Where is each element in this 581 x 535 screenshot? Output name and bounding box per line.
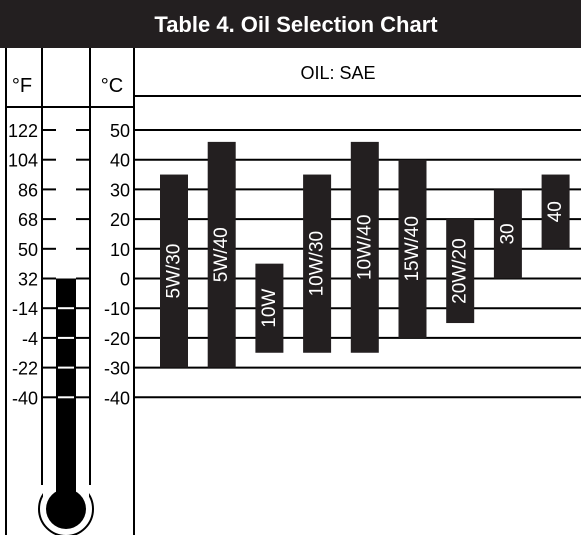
oil-bar xyxy=(493,189,522,279)
oil-bar-label: 5W/40 xyxy=(211,227,232,282)
fahrenheit-tick-label: -22 xyxy=(12,359,38,379)
thermometer xyxy=(38,48,94,535)
oil-bar-label: 40 xyxy=(545,201,566,222)
fahrenheit-tick-label: -4 xyxy=(22,329,38,349)
celsius-tick-label: 30 xyxy=(110,180,130,200)
fahrenheit-tick-label: 104 xyxy=(8,151,38,171)
oil-bar xyxy=(207,141,236,368)
fahrenheit-tick-label: -40 xyxy=(12,388,38,408)
oil-bars: 5W/30 5W/40 10W 10W/30 10W/40 15W/40 20W/20 30 4… xyxy=(160,141,570,368)
celsius-tick-label: 10 xyxy=(110,240,130,260)
celsius-tick-label: -30 xyxy=(104,359,130,379)
fahrenheit-unit-label: °F xyxy=(12,75,32,97)
fahrenheit-tick-label: 32 xyxy=(18,270,38,290)
celsius-tick-labels: 50 40 30 20 10 0 -10 -20 -30 -40 xyxy=(104,121,130,408)
oil-bar xyxy=(303,174,332,353)
celsius-tick-label: -40 xyxy=(104,388,130,408)
fahrenheit-tick-label: 50 xyxy=(18,240,38,260)
oil-sae-header: OIL: SAE xyxy=(300,63,375,83)
fahrenheit-tick-label: 68 xyxy=(18,210,38,230)
fahrenheit-tick-labels: 122 104 86 68 50 32 -14 -4 -22 -40 xyxy=(8,121,38,408)
fahrenheit-tick-label: -14 xyxy=(12,299,38,319)
oil-bar-label: 10W/40 xyxy=(354,215,375,280)
oil-bar xyxy=(160,174,188,368)
celsius-tick-label: 20 xyxy=(110,210,130,230)
celsius-tick-label: 0 xyxy=(120,270,130,290)
oil-bar xyxy=(446,219,475,324)
celsius-tick-label: -20 xyxy=(104,329,130,349)
oil-bar-label: 20W/20 xyxy=(450,238,471,303)
oil-bar xyxy=(350,141,379,353)
celsius-tick-label: 40 xyxy=(110,151,130,171)
celsius-tick-label: -10 xyxy=(104,299,130,319)
oil-bar-label: 5W/30 xyxy=(164,244,185,299)
title-bar xyxy=(0,0,581,48)
oil-bar xyxy=(398,159,427,338)
oil-bar xyxy=(541,174,570,249)
oil-bar xyxy=(255,263,284,353)
oil-bar-label: 30 xyxy=(497,223,518,244)
thermometer-mercury xyxy=(56,278,76,509)
fahrenheit-tick-label: 122 xyxy=(8,121,38,141)
fahrenheit-tick-label: 86 xyxy=(18,180,38,200)
oil-bar-label: 10W/30 xyxy=(307,231,328,296)
oil-bar-label: 10W xyxy=(259,289,280,328)
celsius-tick-label: 50 xyxy=(110,121,130,141)
oil-bar-label: 15W/40 xyxy=(402,216,423,281)
celsius-unit-label: °C xyxy=(101,75,123,97)
chart-title: Table 4. Oil Selection Chart xyxy=(154,12,438,37)
thermometer-mercury-bulb xyxy=(46,489,86,529)
